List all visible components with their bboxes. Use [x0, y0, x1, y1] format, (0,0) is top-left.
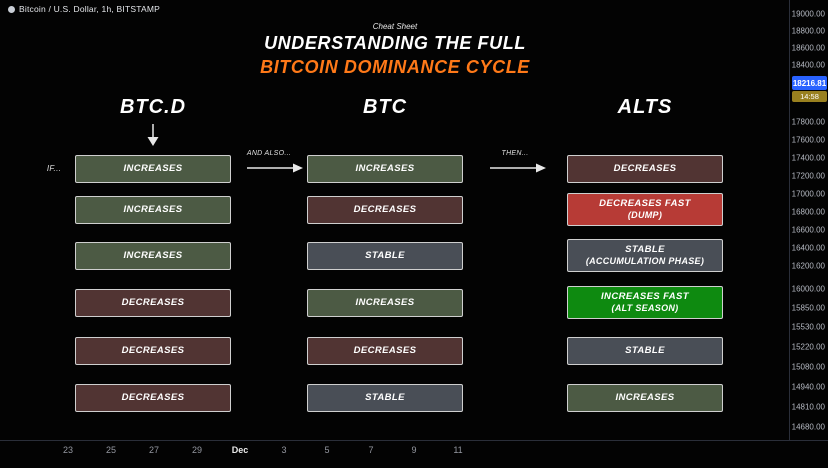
then-label: THEN... — [501, 150, 529, 157]
cell-text: STABLE — [625, 345, 665, 357]
price-tick: 16400.00 — [791, 243, 825, 253]
price-tick: 14940.00 — [791, 382, 825, 392]
price-tick: 17400.00 — [791, 153, 825, 163]
time-tick: 29 — [191, 445, 203, 455]
cell-row6-btcd: DECREASES — [75, 384, 231, 412]
cell-row5-btcd: DECREASES — [75, 337, 231, 365]
cell-text: INCREASES — [123, 163, 183, 175]
cell-row3-alts: STABLE (ACCUMULATION PHASE) — [567, 239, 723, 272]
cell-text: INCREASES — [355, 297, 415, 309]
time-tick: 25 — [105, 445, 117, 455]
cell-text: INCREASES — [123, 204, 183, 216]
cell-text: DECREASES FAST — [599, 198, 691, 210]
time-tick: 11 — [453, 445, 463, 455]
price-tick: 14680.00 — [791, 422, 825, 432]
cell-row1-btc: INCREASES — [307, 155, 463, 183]
cell-row1-btcd: INCREASES — [75, 155, 231, 183]
arrow-right-icon — [247, 163, 303, 173]
cell-row5-alts: STABLE — [567, 337, 723, 365]
price-tick: 19000.00 — [791, 9, 825, 19]
cell-row3-btc: STABLE — [307, 242, 463, 270]
price-tick: 17000.00 — [791, 189, 825, 199]
price-tick: 15080.00 — [791, 362, 825, 372]
price-tick: 18800.00 — [791, 26, 825, 36]
cell-row6-alts: INCREASES — [567, 384, 723, 412]
cell-row1-alts: DECREASES — [567, 155, 723, 183]
time-tick: 27 — [148, 445, 160, 455]
time-tick: 3 — [281, 445, 287, 455]
time-tick: 7 — [368, 445, 374, 455]
time-tick: 9 — [411, 445, 417, 455]
time-tick: 23 — [62, 445, 74, 455]
cell-subtext: (DUMP) — [627, 209, 663, 220]
price-tick: 18400.00 — [791, 60, 825, 70]
symbol-header[interactable]: Bitcoin / U.S. Dollar, 1h, BITSTAMP — [8, 4, 160, 14]
column-header-alts: ALTS — [617, 96, 673, 118]
price-tick: 15220.00 — [791, 342, 825, 352]
price-tick: 16200.00 — [791, 261, 825, 271]
and-also-label: AND ALSO... — [246, 150, 292, 157]
time-tick: 5 — [324, 445, 330, 455]
cell-text: STABLE — [625, 244, 665, 256]
cell-row4-btc: INCREASES — [307, 289, 463, 317]
cell-row2-btc: DECREASES — [307, 196, 463, 224]
price-tick: 18600.00 — [791, 43, 825, 53]
cell-text: INCREASES — [355, 163, 415, 175]
price-tick: 17200.00 — [791, 171, 825, 181]
price-tick: 16800.00 — [791, 207, 825, 217]
cell-row2-btcd: INCREASES — [75, 196, 231, 224]
cell-row3-btcd: INCREASES — [75, 242, 231, 270]
cell-text: INCREASES FAST — [601, 291, 689, 303]
cell-text: DECREASES — [121, 392, 185, 404]
arrow-down-icon — [147, 124, 159, 146]
price-tick: 16600.00 — [791, 225, 825, 235]
arrow-right-icon — [490, 163, 546, 173]
price-tick: 17800.00 — [791, 117, 825, 127]
price-tick: 16000.00 — [791, 284, 825, 294]
if-label: IF... — [46, 164, 62, 173]
symbol-title: Bitcoin / U.S. Dollar, 1h, BITSTAMP — [19, 4, 160, 14]
cell-row6-btc: STABLE — [307, 384, 463, 412]
cheatsheet-kicker: Cheat Sheet — [372, 22, 418, 31]
price-tick: 15850.00 — [791, 303, 825, 313]
cheatsheet-title-line1: UNDERSTANDING THE FULL — [264, 33, 526, 53]
column-header-btcd: BTC.D — [119, 96, 187, 118]
cell-text: DECREASES — [613, 163, 677, 175]
cell-text: DECREASES — [121, 297, 185, 309]
cell-text: DECREASES — [121, 345, 185, 357]
cell-row5-btc: DECREASES — [307, 337, 463, 365]
symbol-logo-icon — [8, 5, 15, 13]
time-axis[interactable]: 23 25 27 29 Dec 3 5 7 9 11 — [0, 440, 828, 468]
cell-text: STABLE — [365, 250, 405, 262]
current-price-label: 18216.81 — [792, 76, 827, 90]
cell-row4-alts: INCREASES FAST (ALT SEASON) — [567, 286, 723, 319]
time-tick: Dec — [231, 445, 249, 455]
price-tick: 14810.00 — [791, 402, 825, 412]
cell-text: DECREASES — [353, 204, 417, 216]
price-tick: 17600.00 — [791, 135, 825, 145]
cell-row2-alts: DECREASES FAST (DUMP) — [567, 193, 723, 226]
price-axis[interactable]: 18216.81 14:58 19000.00 18800.00 18600.00 1… — [789, 0, 828, 441]
chart-pane[interactable]: Bitcoin / U.S. Dollar, 1h, BITSTAMP Chea… — [0, 0, 790, 441]
column-header-btc: BTC — [362, 96, 408, 118]
cell-subtext: (ALT SEASON) — [611, 302, 679, 313]
cell-text: DECREASES — [353, 345, 417, 357]
cell-text: INCREASES — [615, 392, 675, 404]
cheatsheet-title-line2: BITCOIN DOMINANCE CYCLE — [260, 57, 530, 77]
bar-countdown-label: 14:58 — [792, 91, 827, 102]
cell-row4-btcd: DECREASES — [75, 289, 231, 317]
cell-text: STABLE — [365, 392, 405, 404]
cell-subtext: (ACCUMULATION PHASE) — [585, 255, 705, 266]
cell-text: INCREASES — [123, 250, 183, 262]
price-tick: 15530.00 — [791, 322, 825, 332]
